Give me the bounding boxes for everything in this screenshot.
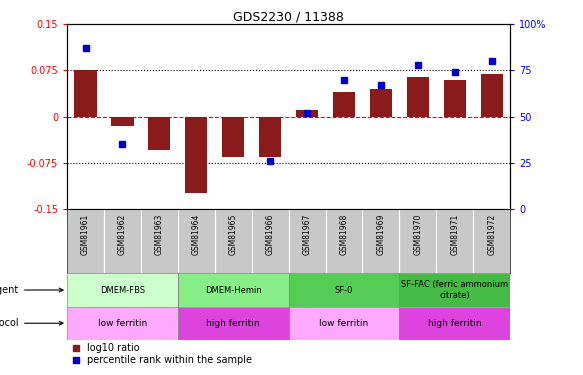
- Text: low ferritin: low ferritin: [319, 319, 368, 328]
- Text: GSM81969: GSM81969: [377, 214, 385, 255]
- Bar: [407, 76, 429, 117]
- Bar: [289, 273, 399, 307]
- Text: GSM81970: GSM81970: [413, 214, 422, 255]
- Text: DMEM-FBS: DMEM-FBS: [100, 285, 145, 294]
- Bar: [259, 117, 281, 157]
- Bar: [444, 80, 466, 117]
- Text: GSM81967: GSM81967: [303, 214, 311, 255]
- Text: growth protocol: growth protocol: [0, 318, 63, 328]
- Bar: [370, 89, 392, 117]
- Bar: [185, 117, 208, 194]
- Text: SF-FAC (ferric ammonium
citrate): SF-FAC (ferric ammonium citrate): [401, 280, 508, 300]
- Bar: [480, 74, 503, 117]
- Text: GSM81965: GSM81965: [229, 214, 238, 255]
- Text: DMEM-Hemin: DMEM-Hemin: [205, 285, 262, 294]
- Bar: [289, 307, 399, 340]
- Text: low ferritin: low ferritin: [98, 319, 147, 328]
- Bar: [178, 307, 289, 340]
- Title: GDS2230 / 11388: GDS2230 / 11388: [233, 10, 344, 23]
- Bar: [399, 273, 510, 307]
- Text: GSM81962: GSM81962: [118, 214, 127, 255]
- Text: percentile rank within the sample: percentile rank within the sample: [87, 355, 252, 365]
- Bar: [399, 307, 510, 340]
- Bar: [222, 117, 244, 157]
- Text: GSM81971: GSM81971: [450, 214, 459, 255]
- Bar: [148, 117, 170, 150]
- Bar: [111, 117, 134, 126]
- Bar: [75, 70, 97, 117]
- Text: high ferritin: high ferritin: [428, 319, 482, 328]
- Text: GSM81968: GSM81968: [339, 214, 349, 255]
- Text: GSM81961: GSM81961: [81, 214, 90, 255]
- Text: GSM81972: GSM81972: [487, 214, 496, 255]
- Bar: [178, 273, 289, 307]
- Text: SF-0: SF-0: [335, 285, 353, 294]
- Bar: [333, 92, 355, 117]
- Text: high ferritin: high ferritin: [206, 319, 260, 328]
- Bar: [67, 273, 178, 307]
- Text: agent: agent: [0, 285, 63, 295]
- Text: GSM81963: GSM81963: [155, 214, 164, 255]
- Bar: [67, 307, 178, 340]
- Text: GSM81964: GSM81964: [192, 214, 201, 255]
- Text: log10 ratio: log10 ratio: [87, 343, 139, 352]
- Text: GSM81966: GSM81966: [266, 214, 275, 255]
- Bar: [296, 111, 318, 117]
